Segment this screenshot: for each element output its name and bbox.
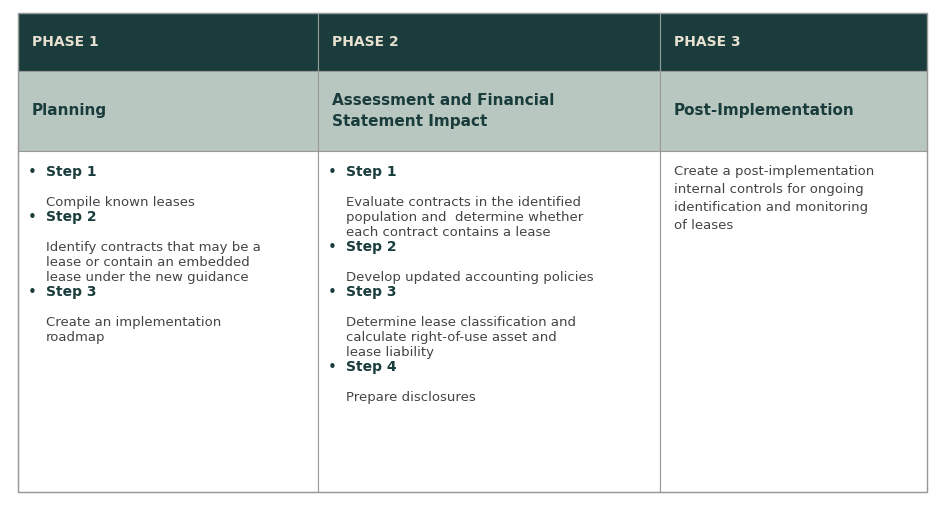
Text: Create a post-implementation: Create a post-implementation (673, 165, 873, 178)
Text: •: • (28, 210, 37, 225)
Bar (318, 151, 659, 492)
Text: •: • (328, 240, 336, 255)
Text: each contract contains a lease: each contract contains a lease (346, 226, 550, 239)
Bar (318, 71, 659, 151)
Text: Planning: Planning (32, 104, 107, 119)
Bar (659, 71, 926, 151)
Text: Step 2: Step 2 (46, 210, 96, 224)
Text: lease or contain an embedded: lease or contain an embedded (46, 256, 249, 269)
Text: PHASE 3: PHASE 3 (673, 35, 740, 49)
Text: Step 1: Step 1 (46, 165, 96, 179)
Text: Identify contracts that may be a: Identify contracts that may be a (46, 241, 261, 254)
Text: PHASE 1: PHASE 1 (32, 35, 98, 49)
Text: of leases: of leases (673, 219, 733, 232)
Text: lease under the new guidance: lease under the new guidance (46, 271, 248, 284)
Text: Step 1: Step 1 (346, 165, 396, 179)
Text: population and  determine whether: population and determine whether (346, 211, 582, 224)
Text: •: • (28, 285, 37, 300)
Bar (18, 13, 318, 71)
Bar (18, 71, 318, 151)
Text: Step 3: Step 3 (346, 285, 396, 299)
Bar (318, 13, 659, 71)
Text: •: • (328, 165, 336, 180)
Bar (18, 151, 318, 492)
Text: Evaluate contracts in the identified: Evaluate contracts in the identified (346, 196, 581, 209)
Text: Prepare disclosures: Prepare disclosures (346, 391, 475, 404)
Text: •: • (328, 360, 336, 375)
Text: identification and monitoring: identification and monitoring (673, 201, 868, 214)
Text: internal controls for ongoing: internal controls for ongoing (673, 183, 863, 196)
Text: Step 2: Step 2 (346, 240, 396, 254)
Text: Determine lease classification and: Determine lease classification and (346, 316, 576, 329)
Text: •: • (328, 285, 336, 300)
Text: Develop updated accounting policies: Develop updated accounting policies (346, 271, 593, 284)
Text: Create an implementation: Create an implementation (46, 316, 221, 329)
Text: Assessment and Financial
Statement Impact: Assessment and Financial Statement Impac… (331, 93, 554, 129)
Bar (659, 151, 926, 492)
Text: Compile known leases: Compile known leases (46, 196, 194, 209)
Text: Post-Implementation: Post-Implementation (673, 104, 853, 119)
Text: Step 4: Step 4 (346, 360, 396, 374)
Bar (659, 13, 926, 71)
Text: calculate right-of-use asset and: calculate right-of-use asset and (346, 331, 556, 344)
Text: lease liability: lease liability (346, 346, 433, 359)
Text: roadmap: roadmap (46, 331, 106, 344)
Text: •: • (28, 165, 37, 180)
Text: PHASE 2: PHASE 2 (331, 35, 398, 49)
Text: Step 3: Step 3 (46, 285, 96, 299)
